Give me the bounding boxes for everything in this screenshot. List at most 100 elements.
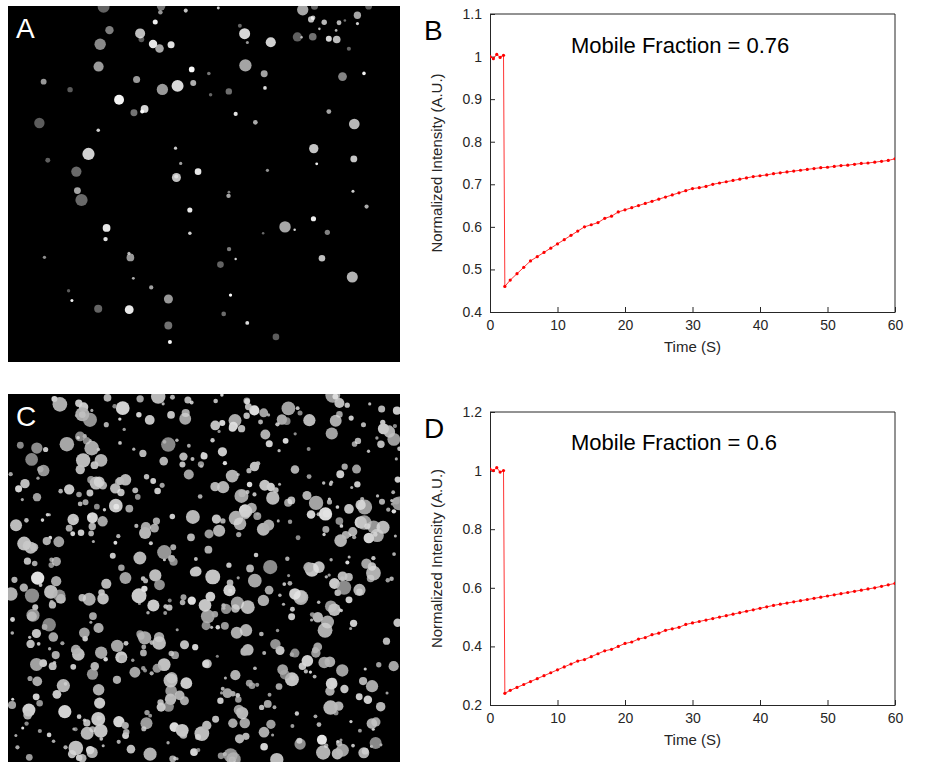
droplet <box>94 724 108 738</box>
data-point <box>576 230 579 233</box>
droplet <box>52 740 56 744</box>
droplet <box>146 611 149 614</box>
droplet <box>205 660 209 664</box>
droplet <box>322 481 325 484</box>
data-point <box>677 191 680 194</box>
y-axis: 0.20.40.60.811.2 <box>463 404 495 713</box>
data-point <box>738 178 741 181</box>
droplet <box>245 490 249 494</box>
droplet <box>383 638 390 645</box>
data-point <box>833 593 836 596</box>
droplet <box>71 166 81 176</box>
droplet <box>27 676 32 681</box>
droplet <box>326 678 338 690</box>
data-point <box>799 169 802 172</box>
x-tick-mark <box>693 307 694 312</box>
droplet <box>213 525 225 537</box>
image-background <box>8 6 400 362</box>
droplet <box>297 6 308 15</box>
droplet <box>332 748 343 759</box>
droplet <box>344 504 354 514</box>
droplet <box>309 670 312 673</box>
droplet <box>38 729 42 733</box>
droplet <box>338 608 341 611</box>
droplet <box>26 609 39 622</box>
data-point <box>502 54 505 57</box>
data-point <box>522 266 525 269</box>
droplet <box>83 499 89 505</box>
y-tick-mark <box>490 705 495 706</box>
droplet <box>255 683 259 687</box>
droplet <box>157 703 166 712</box>
annotation: Mobile Fraction = 0.76 <box>571 33 789 58</box>
droplet <box>226 88 232 94</box>
droplets <box>8 394 400 762</box>
image-panel: C <box>4 388 406 767</box>
droplet <box>180 600 186 606</box>
data-point <box>731 179 734 182</box>
y-tick-label: 0.6 <box>463 580 483 596</box>
droplet <box>84 441 99 456</box>
droplet <box>153 517 160 524</box>
data-point <box>698 620 701 623</box>
x-tick-mark <box>558 700 559 705</box>
droplet <box>25 453 38 466</box>
droplet <box>10 617 15 622</box>
data-point <box>711 617 714 620</box>
droplet <box>179 462 185 468</box>
droplet <box>39 583 43 587</box>
droplet <box>362 748 369 755</box>
droplet <box>105 26 113 34</box>
droplet <box>367 450 370 453</box>
droplet <box>195 168 202 175</box>
droplet <box>46 513 50 517</box>
droplet <box>124 641 129 646</box>
droplet <box>141 586 147 592</box>
data-point <box>650 633 653 636</box>
droplet <box>273 705 277 709</box>
droplet <box>223 461 227 465</box>
droplet <box>352 465 361 474</box>
data-point <box>536 677 539 680</box>
droplet <box>307 474 312 479</box>
droplet <box>329 558 332 561</box>
droplet <box>41 79 47 85</box>
droplet <box>103 508 106 511</box>
data-point <box>731 613 734 616</box>
droplet <box>164 322 172 330</box>
droplet <box>119 655 127 663</box>
droplet <box>349 627 352 630</box>
droplet <box>245 403 252 410</box>
droplet <box>186 510 200 524</box>
droplet <box>221 622 229 630</box>
droplet <box>377 440 384 447</box>
droplet <box>229 424 237 432</box>
droplet <box>103 224 111 232</box>
droplet <box>175 691 185 701</box>
droplet <box>45 158 50 163</box>
droplet <box>226 470 239 483</box>
droplet <box>359 677 367 685</box>
droplet <box>94 504 100 510</box>
droplet <box>113 504 119 510</box>
droplet <box>260 743 268 751</box>
droplet <box>14 734 17 737</box>
y-tick-mark <box>490 269 495 270</box>
droplet <box>117 740 121 744</box>
y-tick-label: 0.6 <box>463 219 483 235</box>
y-tick-label: 0.4 <box>463 638 483 654</box>
droplet <box>155 44 164 53</box>
droplet <box>330 415 342 427</box>
droplet <box>17 537 31 551</box>
droplet <box>136 395 143 402</box>
droplet <box>32 629 41 638</box>
droplet <box>217 481 229 493</box>
droplet <box>275 422 279 426</box>
droplet <box>266 491 279 504</box>
y-tick-label: 0.8 <box>463 134 483 150</box>
droplet <box>206 592 216 602</box>
data-point <box>792 600 795 603</box>
droplet <box>24 518 29 523</box>
data-point <box>503 692 506 695</box>
droplet <box>290 675 296 681</box>
